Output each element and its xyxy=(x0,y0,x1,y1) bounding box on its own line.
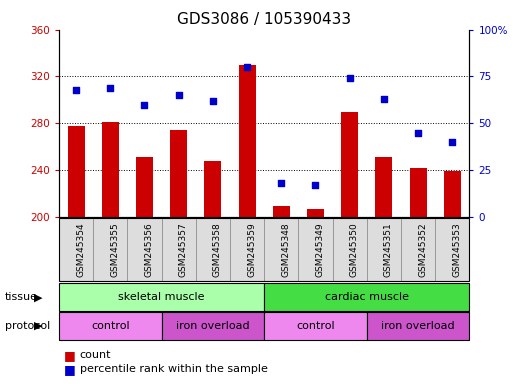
Bar xyxy=(102,122,119,384)
Bar xyxy=(341,111,358,384)
Bar xyxy=(307,209,324,384)
Text: GSM245359: GSM245359 xyxy=(247,222,256,277)
Text: GSM245350: GSM245350 xyxy=(350,222,359,277)
Bar xyxy=(136,157,153,384)
Text: GSM245353: GSM245353 xyxy=(452,222,461,277)
Point xyxy=(414,129,422,136)
Point xyxy=(174,92,183,98)
Text: ▶: ▶ xyxy=(34,321,43,331)
Text: iron overload: iron overload xyxy=(381,321,455,331)
Point xyxy=(243,64,251,70)
Text: GSM245354: GSM245354 xyxy=(76,222,85,277)
Point xyxy=(72,86,80,93)
Text: GSM245357: GSM245357 xyxy=(179,222,188,277)
Text: GSM245356: GSM245356 xyxy=(145,222,153,277)
Bar xyxy=(204,161,222,384)
Text: count: count xyxy=(80,350,111,360)
Point xyxy=(141,101,149,108)
Text: ■: ■ xyxy=(64,363,76,376)
Text: cardiac muscle: cardiac muscle xyxy=(325,292,409,302)
Text: GSM245352: GSM245352 xyxy=(418,222,427,277)
Point xyxy=(106,84,114,91)
Text: control: control xyxy=(296,321,335,331)
Text: percentile rank within the sample: percentile rank within the sample xyxy=(80,364,267,374)
Bar xyxy=(376,157,392,384)
Text: GSM245358: GSM245358 xyxy=(213,222,222,277)
Point xyxy=(380,96,388,102)
Text: ▶: ▶ xyxy=(34,292,43,302)
Text: iron overload: iron overload xyxy=(176,321,250,331)
Text: ■: ■ xyxy=(64,349,76,362)
Text: GDS3086 / 105390433: GDS3086 / 105390433 xyxy=(177,12,351,26)
Text: skeletal muscle: skeletal muscle xyxy=(119,292,205,302)
Point xyxy=(448,139,457,145)
Bar xyxy=(68,126,85,384)
Point xyxy=(277,180,285,186)
Point xyxy=(346,75,354,81)
Bar xyxy=(444,171,461,384)
Bar xyxy=(273,207,290,384)
Text: protocol: protocol xyxy=(5,321,50,331)
Point xyxy=(311,182,320,188)
Text: tissue: tissue xyxy=(5,292,38,302)
Bar xyxy=(239,65,255,384)
Text: GSM245351: GSM245351 xyxy=(384,222,393,277)
Point xyxy=(209,98,217,104)
Text: GSM245349: GSM245349 xyxy=(315,222,325,277)
Text: GSM245348: GSM245348 xyxy=(281,222,290,277)
Text: GSM245355: GSM245355 xyxy=(110,222,120,277)
Text: control: control xyxy=(91,321,130,331)
Bar xyxy=(409,168,427,384)
Bar xyxy=(170,130,187,384)
